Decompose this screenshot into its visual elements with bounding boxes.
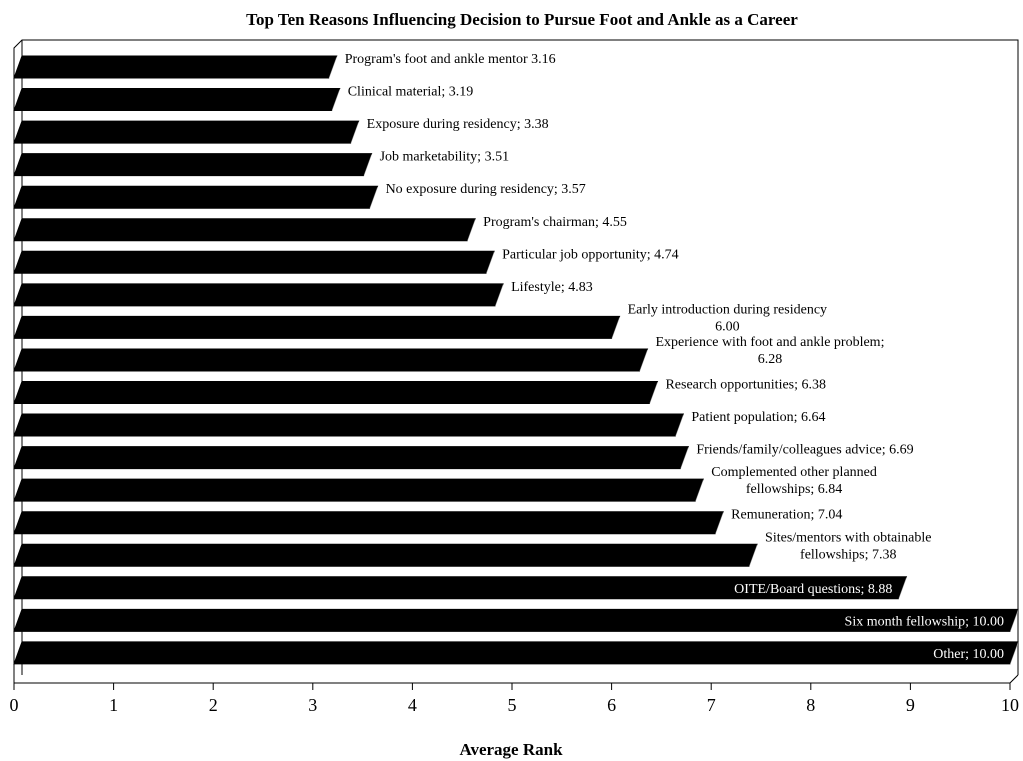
bar: [13, 478, 704, 502]
bar-end-cap: [715, 511, 724, 534]
bar: [13, 381, 659, 404]
x-axis: 0 1 2 3 4 5 6 7 8 9 10: [10, 674, 1019, 715]
data-label: Sites/mentors with obtainable: [765, 530, 931, 545]
data-label: Complemented other planned: [711, 465, 877, 480]
bar: [13, 120, 360, 144]
data-label: fellowships; 6.84: [746, 482, 842, 497]
x-tick-label: 7: [707, 695, 716, 715]
bar: [13, 218, 476, 242]
bar: [13, 543, 758, 567]
bar: [13, 446, 690, 470]
bar-end-cap: [649, 381, 658, 404]
bar: [13, 55, 338, 79]
x-tick-label: 8: [806, 695, 815, 715]
x-tick-label: 3: [308, 695, 317, 715]
data-label: Lifestyle; 4.83: [511, 280, 593, 295]
data-label: Friends/family/colleagues advice; 6.69: [696, 443, 913, 458]
bar-end-cap: [495, 283, 504, 306]
data-label: 6.28: [758, 352, 783, 367]
data-label: Particular job opportunity; 4.74: [502, 247, 679, 262]
x-tick-label: 6: [607, 695, 616, 715]
bar-end-cap: [1010, 641, 1018, 664]
x-tick-label: 4: [408, 695, 417, 715]
data-label: Other; 10.00: [933, 647, 1004, 662]
bar: [13, 153, 373, 177]
data-label: 6.00: [715, 319, 740, 334]
bar: [13, 185, 379, 209]
data-label: Six month fellowship; 10.00: [845, 614, 1004, 629]
bar: [13, 641, 1019, 665]
x-axis-depth-line: [1009, 674, 1019, 684]
bar: [13, 88, 341, 112]
bar-end-cap: [369, 186, 378, 209]
bar-end-cap: [898, 576, 907, 599]
x-tick-label: 1: [109, 695, 118, 715]
bar: [13, 413, 685, 437]
bar-end-cap: [639, 348, 648, 371]
data-label: Remuneration; 7.04: [731, 508, 842, 523]
bar: [13, 348, 649, 372]
chart-title: Top Ten Reasons Influencing Decision to …: [246, 10, 798, 29]
bar: [13, 283, 504, 307]
data-labels-group: Program's foot and ankle mentor 3.16 Clin…: [345, 52, 1004, 662]
x-tick-label: 2: [209, 695, 218, 715]
x-tick-label: 0: [10, 695, 19, 715]
data-label: Program's foot and ankle mentor 3.16: [345, 52, 556, 67]
x-tick-label: 5: [508, 695, 517, 715]
data-label: Research opportunities; 6.38: [665, 378, 826, 393]
bar-end-cap: [363, 153, 372, 176]
bar-end-cap: [328, 56, 337, 78]
bar-end-cap: [749, 544, 758, 567]
x-tick-label: 10: [1001, 695, 1019, 715]
bar-end-cap: [467, 218, 476, 241]
data-label: Job marketability; 3.51: [380, 150, 509, 165]
bar-end-cap: [1010, 609, 1018, 632]
bar-end-cap: [350, 121, 359, 144]
data-label: No exposure during residency; 3.57: [386, 182, 586, 197]
bars-group: [13, 55, 1019, 665]
bar: [13, 511, 724, 535]
bar-end-cap: [680, 446, 689, 469]
bar-end-cap: [611, 316, 620, 339]
bar-end-cap: [486, 251, 495, 274]
data-label: fellowships; 7.38: [800, 547, 896, 562]
bar: [13, 315, 621, 339]
data-label: Patient population; 6.64: [691, 410, 825, 425]
bar-end-cap: [331, 88, 340, 111]
data-label: Early introduction during residency: [628, 302, 827, 317]
data-label: Experience with foot and ankle problem;: [655, 335, 884, 350]
bar-end-cap: [675, 414, 684, 437]
x-tick-label: 9: [906, 695, 915, 715]
x-axis-label: Average Rank: [459, 740, 563, 759]
data-label: Program's chairman; 4.55: [483, 215, 627, 230]
data-label: Exposure during residency; 3.38: [367, 117, 549, 132]
data-label: OITE/Board questions; 8.88: [734, 582, 892, 597]
bar: [13, 250, 495, 274]
bar-end-cap: [695, 479, 704, 502]
data-label: Clinical material; 3.19: [348, 85, 474, 100]
